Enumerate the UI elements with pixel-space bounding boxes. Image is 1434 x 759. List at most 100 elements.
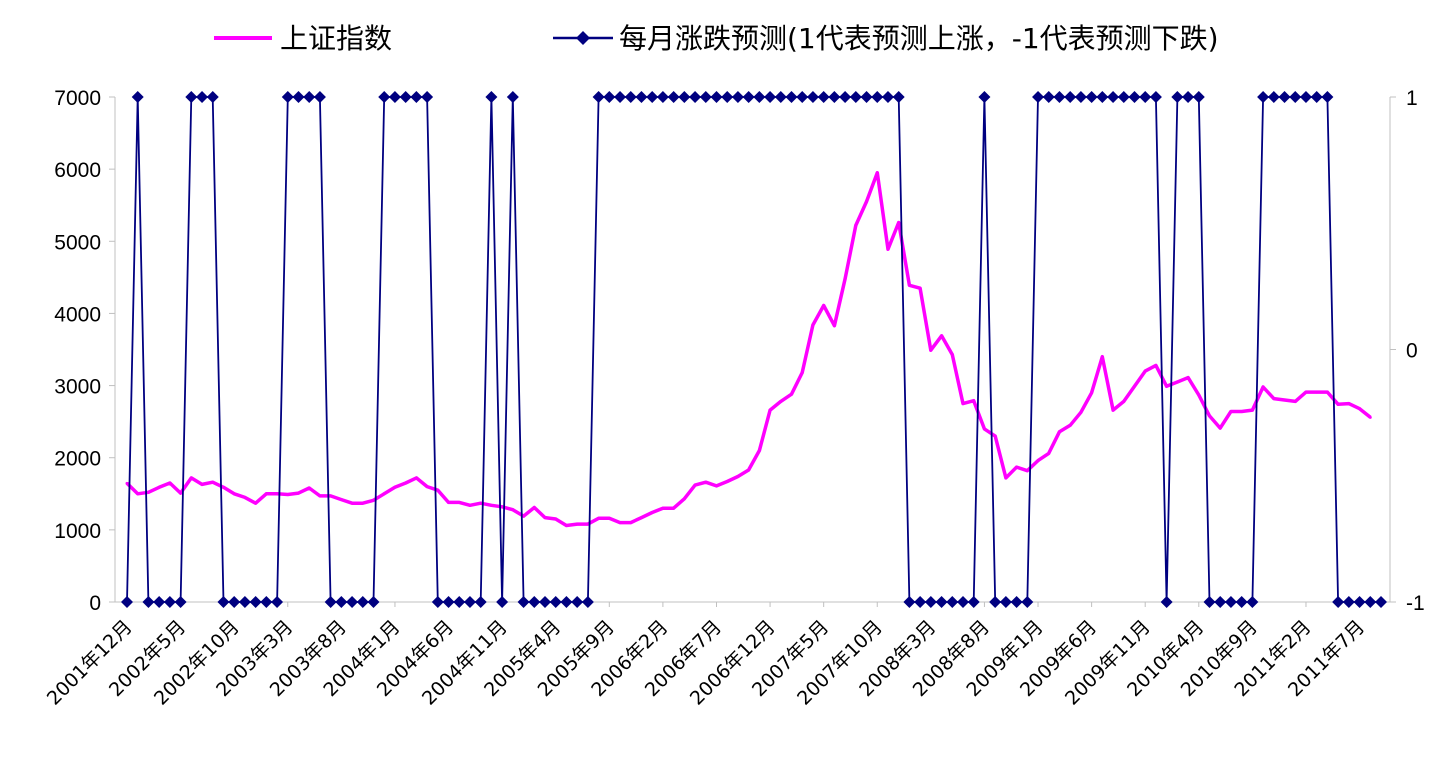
index-point [1240,410,1244,414]
index-point [522,514,526,518]
prediction-point [731,91,744,103]
index-point [1165,384,1169,388]
index-point [339,498,343,502]
prediction-point [710,91,723,103]
prediction-line [126,96,1381,603]
legend-prediction-label: 每月涨跌预测(1代表预测上涨，-1代表预测下跌) [619,22,1219,55]
prediction-point [1192,91,1205,103]
y-right-tick-label: -1 [1406,592,1425,615]
index-point [1036,459,1040,463]
prediction-point [1171,91,1184,103]
index-point [1004,476,1008,480]
prediction-point [1321,91,1334,103]
index-point [211,480,215,484]
index-point [907,283,911,287]
index-point [704,480,708,484]
prediction-point [378,91,391,103]
prediction-point [1021,596,1034,608]
prediction-point [967,596,980,608]
prediction-point [431,596,444,608]
index-point [1272,397,1276,401]
prediction-point [678,91,691,103]
prediction-point [1139,91,1152,103]
prediction-point [1107,91,1120,103]
index-point [747,468,751,472]
index-point [511,508,515,512]
index-point [1197,393,1201,397]
index-point [1100,355,1104,359]
prediction-point [335,596,348,608]
index-point [1015,465,1019,469]
prediction-point [828,91,841,103]
index-point [714,484,718,488]
prediction-point [1353,596,1366,608]
index-point [597,516,601,520]
legend-prediction-marker [576,31,590,45]
prediction-point [646,91,659,103]
prediction-point [1235,596,1248,608]
prediction-point [924,596,937,608]
prediction-point [1032,91,1045,103]
prediction-point [1074,91,1087,103]
index-point [361,501,365,505]
index-point [1047,451,1051,455]
index-point [650,511,654,515]
prediction-point [656,91,669,103]
index-point [854,223,858,227]
prediction-point [1160,596,1173,608]
index-point [950,353,954,357]
prediction-point [978,91,991,103]
prediction-point [346,596,359,608]
index-point [982,427,986,431]
series-prediction [121,91,1387,608]
prediction-point [463,596,476,608]
prediction-point [764,91,777,103]
index-point [1325,390,1329,394]
index-point [1186,376,1190,380]
index-point [307,486,311,490]
prediction-point [1332,596,1345,608]
prediction-point [228,596,241,608]
index-point [1111,408,1115,412]
prediction-point [517,596,530,608]
prediction-point [785,91,798,103]
index-point [693,483,697,487]
prediction-point [1149,91,1162,103]
prediction-point [174,596,187,608]
index-point [1283,398,1287,402]
prediction-point [142,596,155,608]
prediction-point [560,596,573,608]
index-point [779,399,783,403]
y-left-tick-label: 6000 [54,159,101,182]
prediction-point [1310,91,1323,103]
index-point [254,501,258,505]
prediction-point [539,596,551,608]
prediction-point [485,91,498,103]
index-point [1175,380,1179,384]
index-point [1143,369,1147,373]
y-left-tick-label: 3000 [54,376,101,399]
prediction-point [206,91,219,103]
prediction-point [271,596,284,608]
prediction-point [957,596,969,608]
prediction-point [549,596,562,608]
index-point [886,247,890,251]
index-point [586,522,590,526]
prediction-point [721,91,734,103]
prediction-point [185,91,198,103]
prediction-point [1214,596,1227,608]
index-point [1229,410,1233,414]
prediction-point [571,596,584,608]
index-point [350,501,354,505]
index-point [1261,385,1265,389]
index-point [457,500,461,504]
index-point [822,303,826,307]
index-point [489,503,493,507]
prediction-point [249,596,262,608]
prediction-point [410,91,423,103]
index-point [179,491,183,495]
index-point [1122,399,1126,403]
y-left-tick-label: 7000 [54,87,101,110]
prediction-point [1042,91,1055,103]
prediction-point [1182,91,1195,103]
